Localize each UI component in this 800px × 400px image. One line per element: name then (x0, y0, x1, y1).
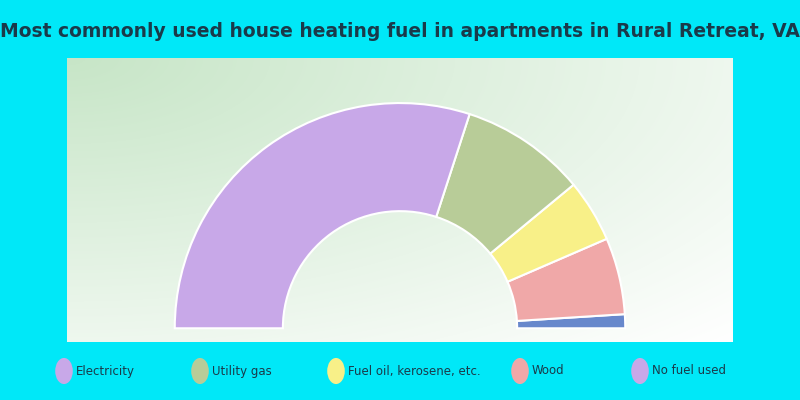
Text: Wood: Wood (532, 364, 565, 378)
Text: Most commonly used house heating fuel in apartments in Rural Retreat, VA: Most commonly used house heating fuel in… (0, 22, 800, 41)
Ellipse shape (55, 358, 73, 384)
Wedge shape (507, 239, 625, 321)
Wedge shape (436, 114, 574, 254)
Text: Fuel oil, kerosene, etc.: Fuel oil, kerosene, etc. (348, 364, 481, 378)
Ellipse shape (631, 358, 649, 384)
Ellipse shape (191, 358, 209, 384)
Ellipse shape (511, 358, 529, 384)
Text: Electricity: Electricity (76, 364, 135, 378)
Wedge shape (490, 185, 606, 282)
Ellipse shape (327, 358, 345, 384)
Text: No fuel used: No fuel used (652, 364, 726, 378)
Text: Utility gas: Utility gas (212, 364, 272, 378)
Wedge shape (174, 103, 470, 328)
Wedge shape (517, 314, 626, 328)
